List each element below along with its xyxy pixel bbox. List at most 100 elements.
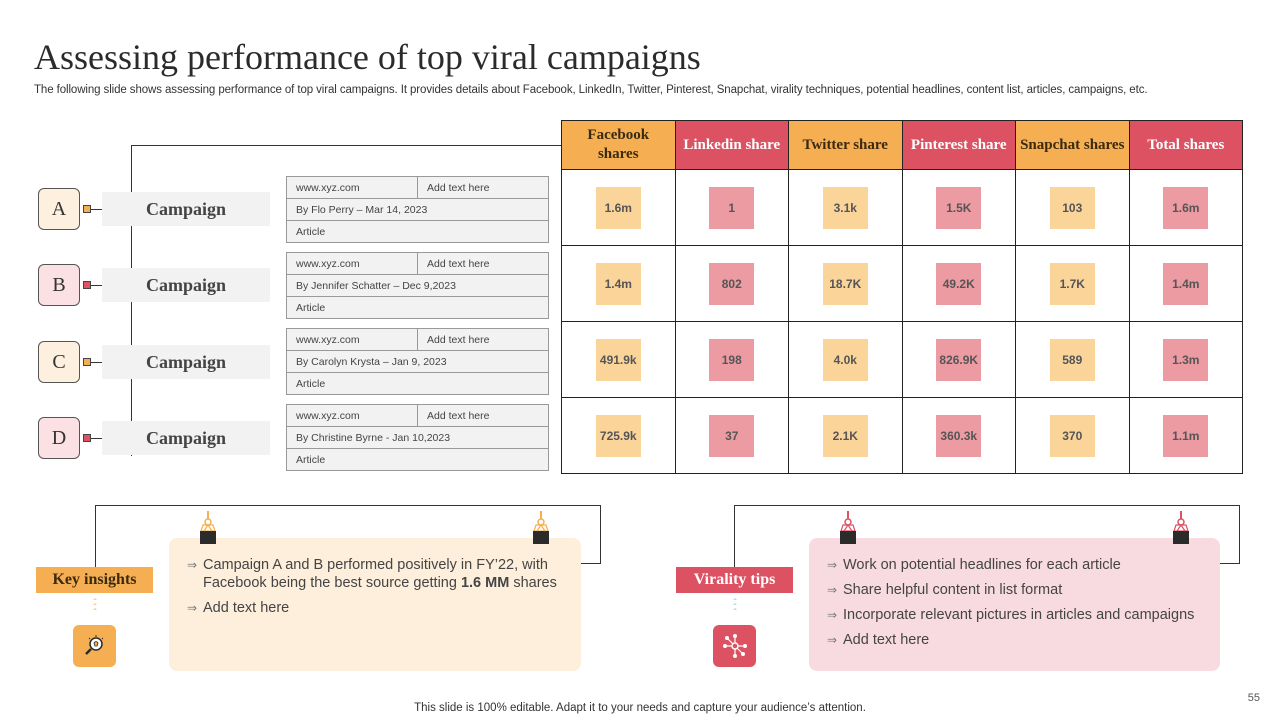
campaign-byline: By Christine Byrne - Jan 10,2023 [296, 431, 451, 444]
table-row: 491.9k 198 4.0k 826.9K 589 1.3m [561, 321, 1243, 398]
arrow-icon: ⇒ [827, 633, 838, 647]
table-header: Linkedin share [674, 120, 789, 170]
frame-line [580, 563, 601, 564]
key-insights-label: Key insights [36, 567, 153, 593]
campaign-info-a: www.xyz.com Add text here By Flo Perry – … [286, 176, 549, 243]
tip-text: Incorporate relevant pictures in article… [843, 607, 1195, 623]
connector-dot [83, 281, 91, 289]
tree-top-line [131, 145, 561, 146]
insight-text-end: shares [509, 575, 557, 591]
campaign-info-d: www.xyz.com Add text here By Christine By… [286, 404, 549, 471]
insight-highlight: 1.6 MM [460, 575, 510, 591]
table-cell: 1.6m [595, 186, 641, 229]
tip-text: Work on potential headlines for each art… [843, 557, 1121, 573]
table-cell: 1.4m [595, 262, 641, 305]
table-cell: 1.1m [1163, 414, 1209, 457]
table-cell: 1.4m [1163, 262, 1209, 305]
binder-clip-icon [533, 511, 549, 544]
frame-line [734, 505, 735, 567]
table-cell: 1.3m [1163, 338, 1209, 381]
lightbulb-magnifier-icon [73, 625, 116, 667]
table-cell: 725.9k [595, 414, 641, 457]
virality-tips-note: ⇒ Work on potential headlines for each ar… [809, 538, 1220, 671]
table-cell: 18.7K [822, 262, 868, 305]
campaign-info-c: www.xyz.com Add text here By Carolyn Krys… [286, 328, 549, 395]
campaign-url: www.xyz.com [287, 177, 418, 198]
table-row: 1.4m 802 18.7K 49.2K 1.7K 1.4m [561, 245, 1243, 322]
campaign-label: Campaign [102, 421, 270, 455]
table-cell: 103 [1049, 186, 1095, 229]
frame-line [600, 505, 601, 563]
table-cell: 589 [1049, 338, 1095, 381]
arrow-icon: ⇒ [187, 558, 198, 572]
campaign-letter-d: D [38, 417, 80, 459]
campaign-type: Article [296, 226, 326, 238]
table-header: Total shares [1128, 120, 1243, 170]
table-cell: 370 [1049, 414, 1095, 457]
arrow-icon: ⇒ [827, 583, 838, 597]
table-cell: 3.1k [822, 186, 868, 229]
table-header: Snapchat shares [1015, 120, 1130, 170]
campaign-letter-c: C [38, 341, 80, 383]
table-header: Facebook shares [561, 120, 676, 170]
page-title: Assessing performance of top viral campa… [34, 37, 701, 77]
virality-tips-label: Virality tips [676, 567, 793, 593]
table-row: 1.6m 1 3.1k 1.5K 103 1.6m [561, 169, 1243, 246]
campaign-add-text: Add text here [427, 257, 490, 270]
table-cell: 49.2K [936, 262, 982, 305]
frame-line [1239, 505, 1240, 563]
network-share-icon [713, 625, 756, 667]
campaign-byline: By Flo Perry – Mar 14, 2023 [296, 203, 428, 216]
table-cell: 2.1K [822, 414, 868, 457]
campaign-url: www.xyz.com [287, 405, 418, 426]
frame-line [95, 505, 96, 567]
campaign-add-text: Add text here [427, 409, 490, 422]
arrow-icon: ⇒ [827, 558, 838, 572]
campaign-url: www.xyz.com [287, 329, 418, 350]
insight-text: Add text here [203, 600, 290, 616]
insight-text: Campaign A and B performed positively in… [203, 557, 548, 591]
frame-line [734, 505, 1240, 506]
connector-dot [83, 358, 91, 366]
table-cell: 4.0k [822, 338, 868, 381]
campaign-byline: By Jennifer Schatter – Dec 9,2023 [296, 279, 456, 292]
table-header: Pinterest share [901, 120, 1016, 170]
tip-text: Share helpful content in list format [843, 582, 1063, 598]
table-cell: 1.7K [1049, 262, 1095, 305]
binder-clip-icon [200, 511, 216, 544]
campaign-type: Article [296, 454, 326, 466]
table-cell: 802 [709, 262, 755, 305]
key-insights-note: ⇒ Campaign A and B performed positively i… [169, 538, 581, 671]
table-cell: 1 [709, 186, 755, 229]
table-row: 725.9k 37 2.1K 360.3k 370 1.1m [561, 397, 1243, 474]
campaign-letter-a: A [38, 188, 80, 230]
campaign-add-text: Add text here [427, 181, 490, 194]
table-cell: 826.9K [936, 338, 982, 381]
campaign-label: Campaign [102, 192, 270, 226]
connector-dot [83, 434, 91, 442]
campaign-label: Campaign [102, 345, 270, 379]
table-cell: 491.9k [595, 338, 641, 381]
frame-line [95, 505, 601, 506]
arrow-icon: ⇒ [187, 601, 198, 615]
campaign-label: Campaign [102, 268, 270, 302]
tip-text: Add text here [843, 632, 930, 648]
shares-table: Facebook shares Linkedin share Twitter s… [561, 120, 1243, 474]
page-subtitle: The following slide shows assessing perf… [34, 84, 1148, 96]
table-cell: 198 [709, 338, 755, 381]
binder-clip-icon [840, 511, 856, 544]
table-cell: 1.6m [1163, 186, 1209, 229]
table-cell: 37 [709, 414, 755, 457]
campaign-info-b: www.xyz.com Add text here By Jennifer Sch… [286, 252, 549, 319]
campaign-byline: By Carolyn Krysta – Jan 9, 2023 [296, 355, 447, 368]
table-header: Twitter share [788, 120, 903, 170]
campaign-url: www.xyz.com [287, 253, 418, 274]
page-number: 55 [1247, 692, 1260, 704]
table-cell: 360.3k [936, 414, 982, 457]
campaign-type: Article [296, 302, 326, 314]
frame-line [1219, 563, 1240, 564]
campaign-add-text: Add text here [427, 333, 490, 346]
footer-text: This slide is 100% editable. Adapt it to… [414, 702, 866, 714]
